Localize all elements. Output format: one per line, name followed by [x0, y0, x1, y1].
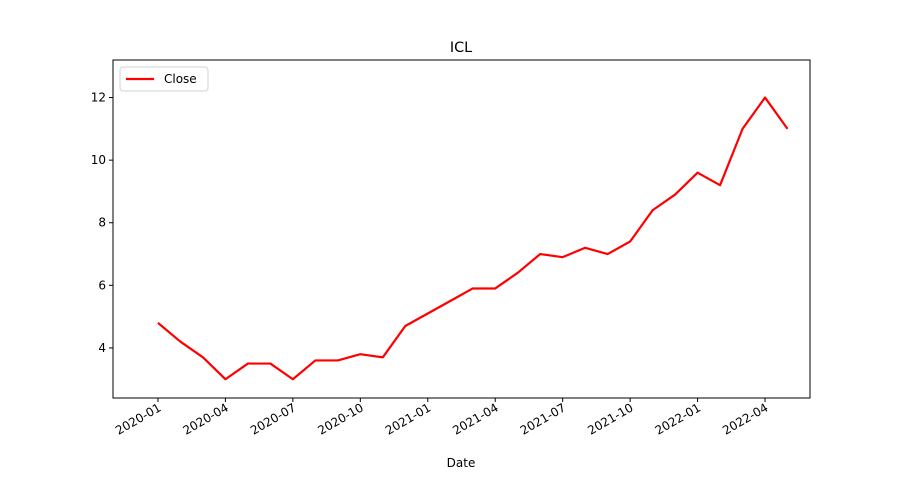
x-tick-label: 2021-07	[518, 400, 568, 437]
y-tick-label: 6	[98, 278, 106, 292]
chart-title: ICL	[450, 40, 472, 56]
x-tick-label: 2021-10	[585, 400, 635, 437]
x-tick-label: 2022-01	[653, 400, 703, 437]
legend-frame	[119, 66, 209, 92]
x-tick-label: 2022-04	[720, 400, 770, 437]
x-tick-label: 2020-01	[113, 400, 163, 437]
x-tick-label: 2020-07	[248, 400, 298, 437]
x-tick-label: 2021-01	[383, 400, 433, 437]
line-series	[157, 96, 789, 381]
legend-label: Close	[164, 72, 197, 86]
x-tick-label: 2020-04	[180, 400, 230, 437]
x-tick-label: 2020-10	[315, 400, 365, 437]
x-tick-label: 2021-04	[450, 400, 500, 437]
axes-frame	[112, 59, 811, 399]
y-tick-label: 10	[91, 153, 106, 167]
x-axis-label: Date	[447, 456, 476, 470]
y-tick-label: 8	[98, 216, 106, 230]
y-tick-label: 4	[98, 341, 106, 355]
y-tick-label: 12	[91, 91, 106, 105]
